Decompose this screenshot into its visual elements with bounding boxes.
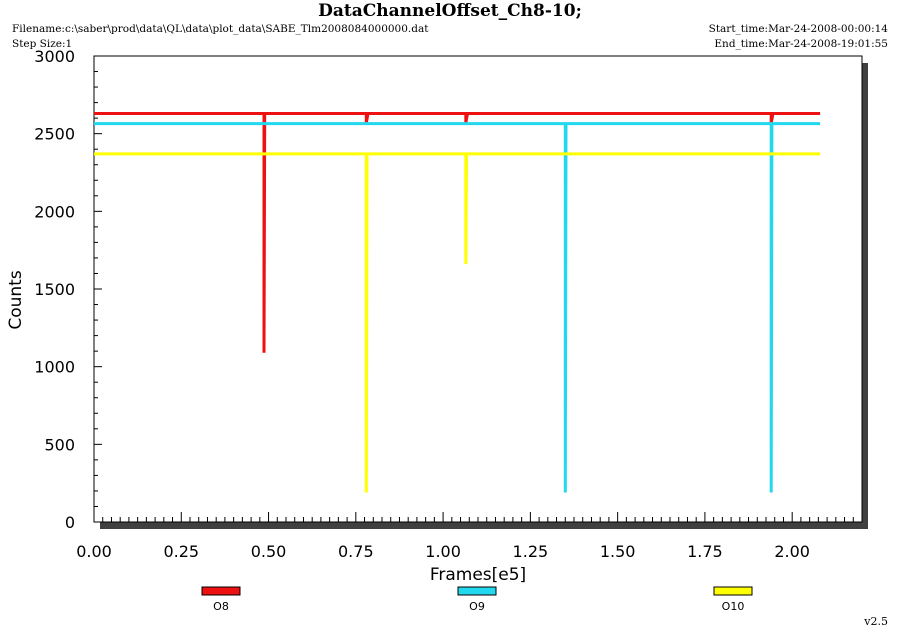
y-axis-title: Counts: [6, 270, 26, 329]
legend-label-o9: O9: [469, 600, 485, 613]
series-o10-line: [94, 152, 821, 493]
series-o9-line: [94, 122, 821, 493]
tick-labels: 0 500 1000 1500 2000 2500 3000 0.00 0.25 0.50 0.75…: [34, 47, 810, 561]
series-layer: [94, 112, 821, 493]
filename-label: Filename:c:\saber\prod\data\QL\data\plot…: [12, 23, 429, 35]
legend: O8 O9 O10: [201, 586, 753, 613]
version-label: v2.5: [864, 615, 888, 628]
y-tick-label: 500: [44, 435, 75, 454]
x-tick-label: 0.50: [251, 542, 287, 561]
x-tick-label: 1.00: [425, 542, 461, 561]
x-tick-label: 1.50: [600, 542, 636, 561]
chart-title: DataChannelOffset_Ch8-10;: [318, 1, 582, 21]
plot-frame: [93, 55, 868, 529]
y-tick-label: 2000: [34, 202, 75, 221]
legend-swatch-o9: [457, 586, 497, 596]
y-tick-label: 2500: [34, 125, 75, 144]
x-tick-label: 0.75: [338, 542, 374, 561]
x-tick-label: 2.00: [774, 542, 810, 561]
y-tick-label: 1500: [34, 280, 75, 299]
plot-area: [93, 55, 863, 523]
x-tick-label: 0.00: [76, 542, 112, 561]
y-tick-label: 1000: [34, 358, 75, 377]
legend-label-o10: O10: [722, 600, 745, 613]
legend-swatch-o8: [201, 586, 241, 596]
step-size-label: Step Size:1: [12, 38, 73, 50]
end-time-label: End_time:Mar-24-2008-19:01:55: [714, 38, 888, 50]
x-tick-label: 1.75: [687, 542, 723, 561]
legend-swatch-o10: [713, 586, 753, 596]
series-o8-line: [94, 112, 821, 353]
start-time-label: Start_time:Mar-24-2008-00:00:14: [708, 23, 888, 35]
y-tick-label: 3000: [34, 47, 75, 66]
legend-label-o8: O8: [213, 600, 229, 613]
y-tick-label: 0: [65, 513, 75, 532]
x-tick-label: 0.25: [163, 542, 199, 561]
axis-ticks: [93, 55, 863, 523]
x-axis-title: Frames[e5]: [430, 565, 526, 585]
x-tick-label: 1.25: [513, 542, 549, 561]
